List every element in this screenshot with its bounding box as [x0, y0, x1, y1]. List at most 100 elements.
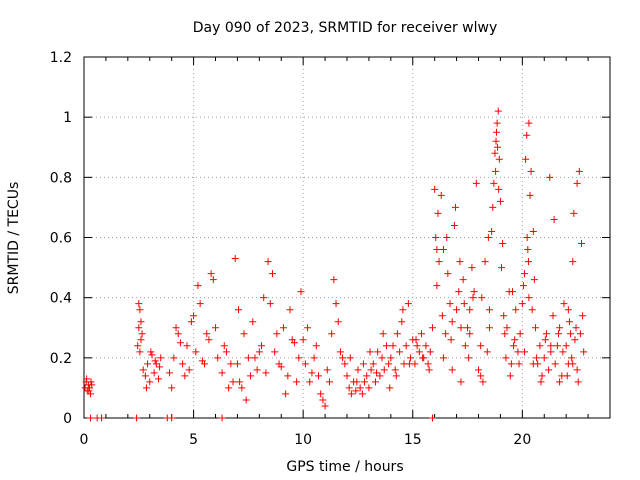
- data-point: [483, 348, 491, 356]
- data-point: [192, 348, 200, 356]
- data-point: [138, 330, 146, 338]
- data-point: [156, 363, 164, 371]
- data-point: [147, 348, 155, 356]
- data-point: [319, 396, 327, 404]
- x-tick-label: 20: [513, 432, 531, 448]
- data-point: [464, 324, 472, 332]
- data-point: [290, 339, 298, 347]
- data-point: [356, 384, 364, 392]
- data-point: [515, 360, 523, 368]
- x-tick-label: 0: [80, 432, 89, 448]
- data-point: [310, 354, 318, 362]
- data-point: [551, 360, 559, 368]
- data-point: [446, 300, 454, 308]
- data-point: [530, 276, 538, 284]
- data-point: [135, 300, 143, 308]
- data-point: [238, 384, 246, 392]
- data-point: [358, 390, 366, 398]
- data-point: [317, 390, 325, 398]
- data-point: [457, 378, 465, 386]
- data-point: [172, 324, 180, 332]
- data-point: [466, 306, 474, 314]
- data-point: [308, 369, 316, 377]
- data-point: [531, 324, 539, 332]
- data-point: [365, 384, 373, 392]
- data-point: [469, 294, 477, 302]
- data-point: [293, 378, 301, 386]
- data-point: [510, 342, 518, 350]
- data-point: [135, 324, 143, 332]
- data-point: [461, 342, 469, 350]
- data-point: [522, 155, 530, 163]
- data-point: [235, 306, 243, 314]
- data-point: [438, 312, 446, 320]
- data-point: [334, 318, 342, 326]
- data-point: [525, 294, 533, 302]
- data-point: [374, 348, 382, 356]
- data-point: [231, 255, 239, 263]
- data-point: [396, 348, 404, 356]
- data-point: [392, 372, 400, 380]
- data-point: [187, 318, 195, 326]
- data-point: [398, 318, 406, 326]
- data-point: [419, 354, 427, 362]
- data-point: [538, 372, 546, 380]
- data-point: [361, 378, 369, 386]
- data-point: [536, 342, 544, 350]
- data-point: [393, 330, 401, 338]
- data-point: [387, 354, 395, 362]
- data-point: [148, 351, 156, 359]
- data-point: [568, 354, 576, 362]
- data-point: [453, 306, 461, 314]
- data-point: [439, 246, 447, 254]
- data-point: [185, 366, 193, 374]
- data-point: [578, 240, 586, 248]
- data-point: [247, 372, 255, 380]
- data-point: [165, 369, 173, 377]
- data-point: [220, 342, 228, 350]
- data-point: [136, 348, 144, 356]
- data-point: [455, 288, 463, 296]
- data-point: [399, 306, 407, 314]
- data-point: [343, 372, 351, 380]
- data-point: [526, 191, 534, 199]
- data-point: [205, 336, 213, 344]
- data-point: [495, 185, 503, 193]
- data-point: [492, 167, 500, 175]
- data-point: [207, 270, 215, 278]
- data-point: [190, 312, 198, 320]
- data-point: [508, 288, 516, 296]
- data-point: [443, 234, 451, 241]
- data-point: [444, 270, 452, 278]
- data-point: [574, 378, 582, 386]
- data-point: [412, 336, 420, 344]
- data-point: [506, 372, 514, 380]
- data-point: [546, 173, 554, 181]
- data-point: [376, 372, 384, 380]
- data-point: [227, 360, 235, 368]
- data-point: [485, 306, 493, 314]
- data-point: [262, 369, 270, 377]
- data-point: [330, 276, 338, 284]
- data-point: [306, 378, 314, 386]
- data-point: [85, 387, 93, 395]
- data-point: [345, 384, 353, 392]
- y-tick-label: 0.2: [50, 351, 72, 367]
- data-point: [282, 390, 290, 398]
- x-tick-label: 15: [404, 432, 422, 448]
- data-point: [432, 234, 440, 241]
- data-point: [572, 324, 580, 332]
- data-point: [521, 270, 529, 278]
- data-point: [367, 366, 375, 374]
- data-point: [570, 209, 578, 217]
- data-point: [83, 375, 91, 383]
- data-point: [266, 300, 274, 308]
- data-point: [468, 264, 476, 272]
- data-point: [271, 348, 279, 356]
- data-point: [465, 354, 473, 362]
- data-point: [155, 375, 163, 383]
- data-point: [529, 360, 537, 368]
- data-point: [450, 221, 458, 229]
- data-point: [580, 348, 588, 356]
